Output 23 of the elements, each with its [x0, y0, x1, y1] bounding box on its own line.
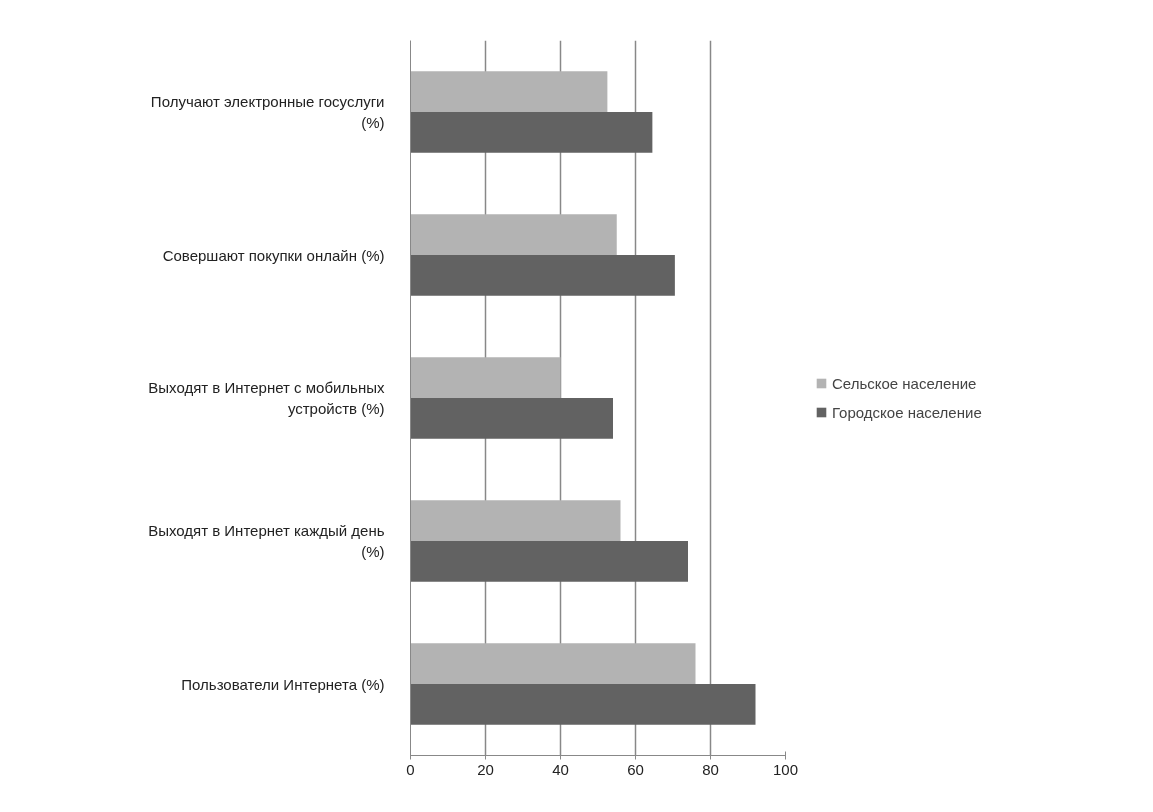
x-tick-label: 60	[627, 760, 644, 778]
bar	[410, 214, 617, 255]
y-tick-label: Выходят в Интернет каждый день (%)	[148, 522, 385, 560]
bar	[410, 500, 621, 541]
x-tick-label: 40	[552, 760, 569, 778]
legend-label: Сельское население	[832, 374, 977, 392]
legend-label: Городское население	[832, 403, 982, 421]
x-tick-label: 0	[406, 760, 415, 778]
y-tick-label: Получают электронные госуслуги (%)	[150, 93, 385, 131]
bar	[410, 684, 756, 725]
x-tick-label: 80	[702, 760, 719, 778]
y-tick-label: Пользователи Интернета (%)	[181, 675, 385, 693]
bar	[410, 643, 696, 684]
bar	[410, 357, 561, 398]
bar	[410, 255, 675, 296]
bar	[410, 71, 608, 112]
bar	[410, 112, 653, 153]
bar	[410, 398, 613, 439]
x-tick-label: 20	[477, 760, 494, 778]
y-tick-label: Выходят в Интернет с мобильных устройств (%)	[148, 379, 385, 417]
y-tick-label: Совершают покупки онлайн (%)	[162, 246, 385, 264]
bar	[410, 541, 688, 582]
x-tick-label: 100	[772, 760, 799, 778]
